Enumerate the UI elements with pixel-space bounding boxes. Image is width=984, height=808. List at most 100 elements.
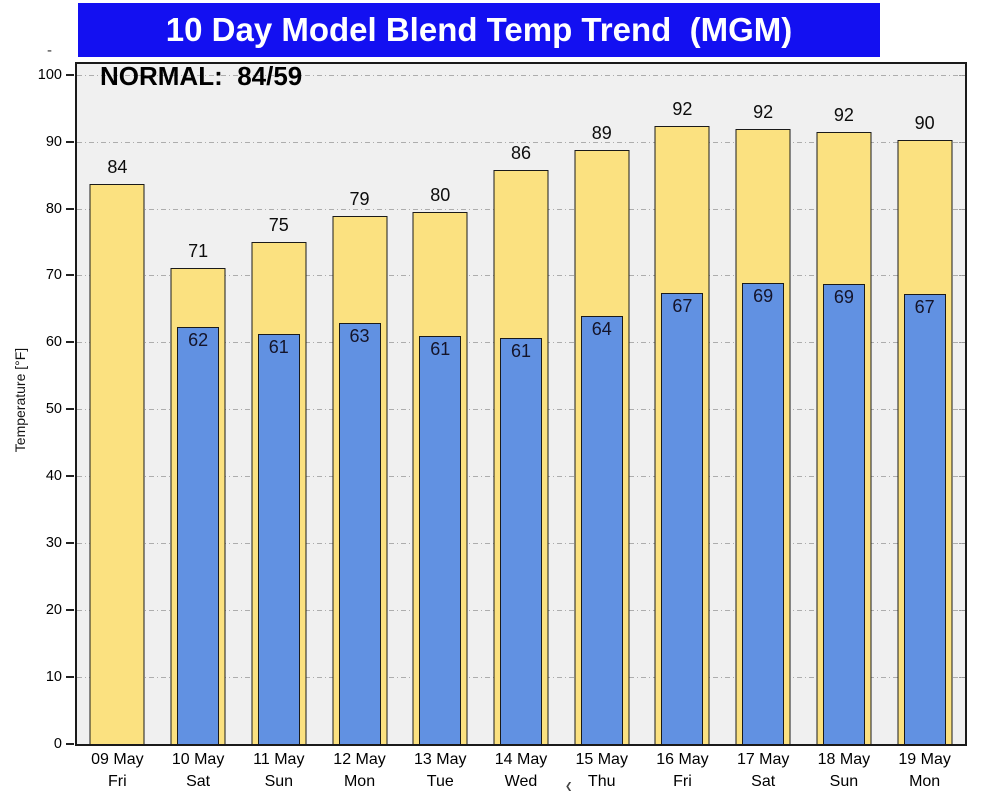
bar-group-19-May: 90 67 bbox=[884, 64, 965, 744]
x-label-date: 15 May bbox=[575, 751, 628, 768]
x-label-date: 18 May bbox=[817, 751, 871, 768]
y-tick-label-0: 0 bbox=[53, 736, 62, 752]
bar-group-18-May: 92 69 bbox=[804, 64, 885, 744]
x-tick-label-15-May: 15 May Thu bbox=[561, 749, 642, 793]
low-value-label: 61 bbox=[268, 337, 289, 358]
page-title: 10 Day Model Blend Temp Trend (MGM) bbox=[165, 11, 793, 48]
y-tick-mark-70 bbox=[66, 274, 74, 277]
y-tick-mark-60 bbox=[66, 341, 74, 344]
y-tick-label-20: 20 bbox=[45, 602, 62, 619]
x-label-date: 10 May bbox=[171, 751, 225, 768]
x-label-date: 11 May bbox=[253, 751, 305, 768]
x-tick-label-12-May: 12 May Mon bbox=[319, 749, 400, 793]
high-value-label: 79 bbox=[349, 188, 370, 209]
x-label-day: Sat bbox=[751, 773, 776, 790]
stray-tick-mark: - bbox=[47, 42, 52, 59]
low-value-label: 61 bbox=[430, 339, 451, 360]
low-value-label: 69 bbox=[833, 287, 854, 308]
y-tick-label-10: 10 bbox=[45, 669, 62, 686]
normal-temps-annotation: NORMAL: 84/59 bbox=[100, 61, 303, 91]
y-tick-label-90: 90 bbox=[45, 133, 62, 150]
plot-inner: 84 71 62 75 61 79 63 80 61 86 61 89 64 92 67 92 69 92 69 90… bbox=[77, 64, 965, 744]
bar-group-10-May: 71 62 bbox=[158, 64, 239, 744]
low-value-label: 67 bbox=[672, 295, 693, 316]
x-label-day: Sun bbox=[264, 773, 294, 790]
y-tick-mark-80 bbox=[66, 207, 74, 210]
y-tick-label-100: 100 bbox=[37, 66, 62, 83]
bar-group-14-May: 86 61 bbox=[481, 64, 562, 744]
x-label-date: 16 May bbox=[656, 751, 709, 768]
x-label-date: 14 May bbox=[494, 751, 548, 768]
x-tick-label-10-May: 10 May Sat bbox=[158, 749, 239, 793]
gridline-100 bbox=[77, 74, 965, 76]
high-value-label: 92 bbox=[753, 101, 774, 122]
x-label-date: 13 May bbox=[414, 751, 467, 768]
x-tick-label-14-May: 14 May Wed bbox=[481, 749, 562, 793]
high-bar bbox=[89, 183, 145, 744]
low-value-label: 63 bbox=[349, 326, 370, 347]
y-tick-label-30: 30 bbox=[45, 535, 62, 552]
x-label-day: Mon bbox=[343, 773, 376, 790]
low-bar bbox=[903, 294, 946, 744]
low-bar bbox=[338, 323, 381, 744]
x-axis: 09 May Fri 10 May Sat 11 May Sun 12 May Mon 13 M… bbox=[77, 749, 965, 799]
low-value-label: 67 bbox=[914, 297, 935, 318]
high-value-label: 71 bbox=[188, 241, 209, 262]
bar-group-13-May: 80 61 bbox=[400, 64, 481, 744]
x-label-date: 19 May bbox=[898, 751, 951, 768]
low-bar bbox=[580, 316, 623, 744]
x-tick-label-16-May: 16 May Fri bbox=[642, 749, 723, 793]
bar-group-17-May: 92 69 bbox=[723, 64, 804, 744]
low-bar bbox=[499, 338, 542, 744]
low-bar bbox=[661, 292, 704, 744]
x-label-day: Fri bbox=[673, 773, 692, 790]
high-value-label: 80 bbox=[430, 184, 451, 205]
low-bar bbox=[257, 334, 300, 744]
y-tick-label-40: 40 bbox=[45, 468, 62, 485]
y-tick-mark-30 bbox=[66, 542, 74, 545]
high-value-label: 84 bbox=[107, 156, 128, 177]
high-value-label: 90 bbox=[914, 112, 935, 133]
y-tick-mark-50 bbox=[66, 408, 74, 411]
high-value-label: 92 bbox=[672, 99, 693, 120]
y-tick-label-80: 80 bbox=[45, 200, 62, 217]
x-label-day: Sun bbox=[829, 773, 859, 790]
high-value-label: 75 bbox=[268, 215, 289, 236]
y-tick-label-60: 60 bbox=[45, 334, 62, 351]
high-value-label: 92 bbox=[833, 105, 854, 126]
y-tick-label-70: 70 bbox=[45, 267, 62, 284]
bar-group-16-May: 92 67 bbox=[642, 64, 723, 744]
x-label-date: 17 May bbox=[736, 751, 790, 768]
low-value-label: 62 bbox=[188, 330, 209, 351]
gridline-90 bbox=[77, 141, 965, 143]
x-tick-label-11-May: 11 May Sun bbox=[238, 749, 319, 793]
plot-area: 84 71 62 75 61 79 63 80 61 86 61 89 64 92 67 92 69 92 69 90… bbox=[75, 62, 967, 746]
high-value-label: 89 bbox=[591, 122, 612, 143]
x-tick-label-19-May: 19 May Mon bbox=[884, 749, 965, 793]
x-label-day: Wed bbox=[504, 773, 538, 790]
low-value-label: 64 bbox=[591, 319, 612, 340]
x-label-date: 12 May bbox=[333, 751, 386, 768]
x-label-day: Sat bbox=[186, 773, 211, 790]
x-tick-label-18-May: 18 May Sun bbox=[804, 749, 885, 793]
x-tick-label-09-May: 09 May Fri bbox=[77, 749, 158, 793]
bar-group-15-May: 89 64 bbox=[561, 64, 642, 744]
x-label-day: Fri bbox=[108, 773, 127, 790]
y-tick-mark-10 bbox=[66, 676, 74, 679]
y-axis-title: Temperature [°F] bbox=[12, 347, 28, 453]
low-bar bbox=[742, 282, 785, 744]
low-value-label: 61 bbox=[510, 341, 531, 362]
x-tick-label-17-May: 17 May Sat bbox=[723, 749, 804, 793]
y-tick-mark-0 bbox=[66, 743, 74, 745]
y-tick-mark-90 bbox=[66, 140, 74, 143]
high-value-label: 86 bbox=[510, 143, 531, 164]
y-tick-mark-20 bbox=[66, 609, 74, 612]
x-label-day: Tue bbox=[426, 773, 454, 790]
low-value-label: 69 bbox=[753, 285, 774, 306]
bar-group-09-May: 84 bbox=[77, 64, 158, 744]
y-tick-mark-40 bbox=[66, 475, 74, 478]
x-label-day: Mon bbox=[909, 773, 941, 790]
y-tick-label-50: 50 bbox=[45, 401, 62, 418]
title-banner: 10 Day Model Blend Temp Trend (MGM) bbox=[78, 3, 880, 57]
